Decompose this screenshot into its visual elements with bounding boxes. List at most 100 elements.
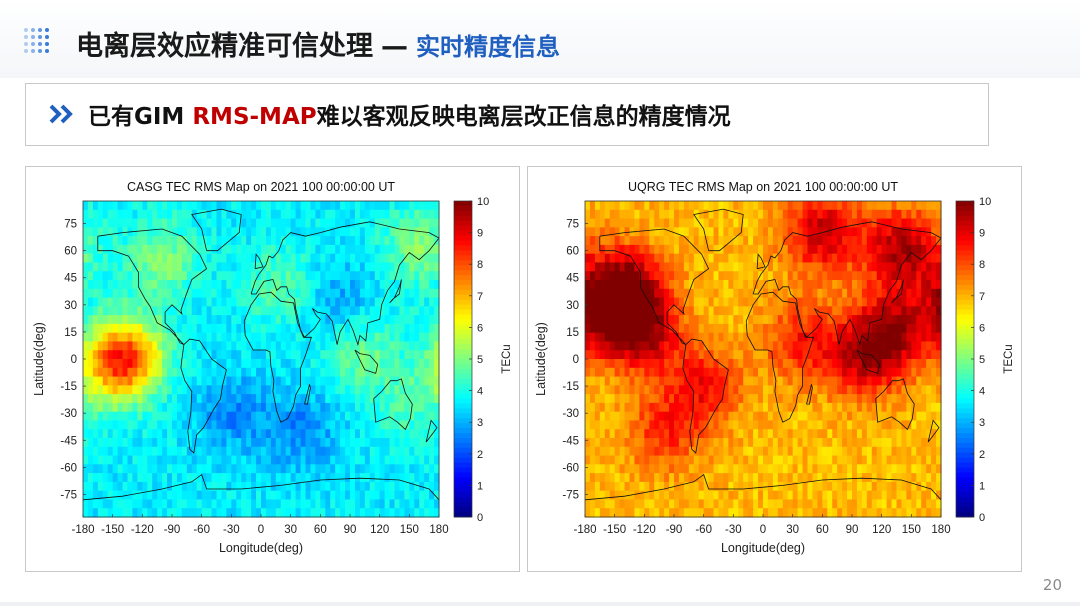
heatmap-cell [664,253,670,264]
heatmap-cell [847,411,853,422]
heatmap-cell [295,236,302,246]
heatmap-cell [191,253,198,264]
heatmap-cell [871,262,878,272]
heatmap-cell [142,446,148,457]
heatmap-cell [369,359,376,369]
heatmap-cell [83,411,89,422]
heatmap-cell [629,315,636,325]
heatmap-cell [384,332,391,343]
heatmap-cell [241,402,247,413]
heatmap-cell [678,446,685,457]
heatmap-cell [827,236,833,246]
heatmap-cell [772,438,779,448]
heatmap-cell [817,209,823,220]
heatmap-cell [112,385,119,395]
heatmap-cell [285,481,292,492]
heatmap-cell [881,280,888,290]
heatmap-cell [792,394,799,404]
heatmap-cell [698,455,705,465]
heatmap-cell [424,429,430,439]
heatmap-cell [369,236,376,246]
heatmap-cell [678,262,685,272]
heatmap-cell [434,359,440,369]
heatmap-cell [83,323,89,334]
heatmap-cell [379,455,386,465]
heatmap-cell [127,446,134,457]
heatmap-cell [674,244,680,255]
heatmap-cell [409,455,415,465]
heatmap-cell [206,280,213,290]
heatmap-cell [767,280,774,290]
heatmap-cell [394,262,401,272]
heatmap-cell [172,420,178,430]
heatmap-cell [261,455,267,465]
heatmap-cell [201,446,208,457]
heatmap-cell [409,464,415,474]
heatmap-cell [624,280,631,290]
heatmap-cell [320,306,326,316]
heatmap-cell [132,464,138,474]
heatmap-cell [856,402,863,413]
heatmap-cell [649,209,655,220]
heatmap-cell [211,236,218,246]
heatmap-cell [201,262,208,272]
heatmap-cell [379,244,386,255]
heatmap-cell [246,297,252,307]
dots-logo-icon [24,28,50,54]
heatmap-cell [226,508,232,518]
heatmap-cell [399,236,405,246]
heatmap-cell [354,323,361,334]
heatmap-cell [290,490,297,501]
heatmap-cell [777,209,784,220]
heatmap-cell [206,297,213,307]
heatmap-cell [389,236,396,246]
heatmap-cell [777,244,784,255]
heatmap-cell [871,209,878,220]
heatmap-cell [87,280,94,290]
heatmap-cell [137,297,143,307]
heatmap-cell [92,473,99,483]
heatmap-cell [847,306,853,316]
heatmap-cell [693,376,700,386]
heatmap-cell [837,455,843,465]
heatmap-cell [609,508,616,518]
colorbar-swatch [454,260,472,266]
colorbar-swatch [454,205,472,212]
heatmap-cell [807,244,814,255]
heatmap-cell [419,376,425,386]
heatmap-cell [270,332,277,343]
heatmap-cell [738,209,744,220]
heatmap-cell [97,262,104,272]
heatmap-cell [345,288,351,299]
heatmap-cell [330,288,336,299]
heatmap-cell [772,367,779,378]
heatmap-cell [703,218,710,228]
heatmap-cell [107,481,114,492]
heatmap-cell [211,244,218,255]
heatmap-cell [866,385,873,395]
heatmap-cell [97,359,104,369]
heatmap-cell [767,350,774,360]
heatmap-cell [122,332,129,343]
x-tick-label: 60 [314,524,327,536]
heatmap-cell [325,323,331,334]
heatmap-cell [310,288,316,299]
heatmap-cell [226,218,232,228]
heatmap-cell [409,499,415,509]
heatmap-cell [614,350,621,360]
heatmap-cell [374,332,381,343]
heatmap-cell [251,201,257,211]
heatmap-cell [374,218,381,228]
heatmap-cell [424,438,430,448]
heatmap-cell [728,288,734,299]
heatmap-cell [364,306,371,316]
heatmap-cell [802,359,809,369]
heatmap-cell [723,446,729,457]
heatmap-cell [723,481,729,492]
heatmap-cell [379,394,386,404]
heatmap-cell [404,253,410,264]
heatmap-cell [847,367,853,378]
heatmap-cell [354,201,361,211]
heatmap-cell [201,455,208,465]
heatmap-cell [708,481,715,492]
